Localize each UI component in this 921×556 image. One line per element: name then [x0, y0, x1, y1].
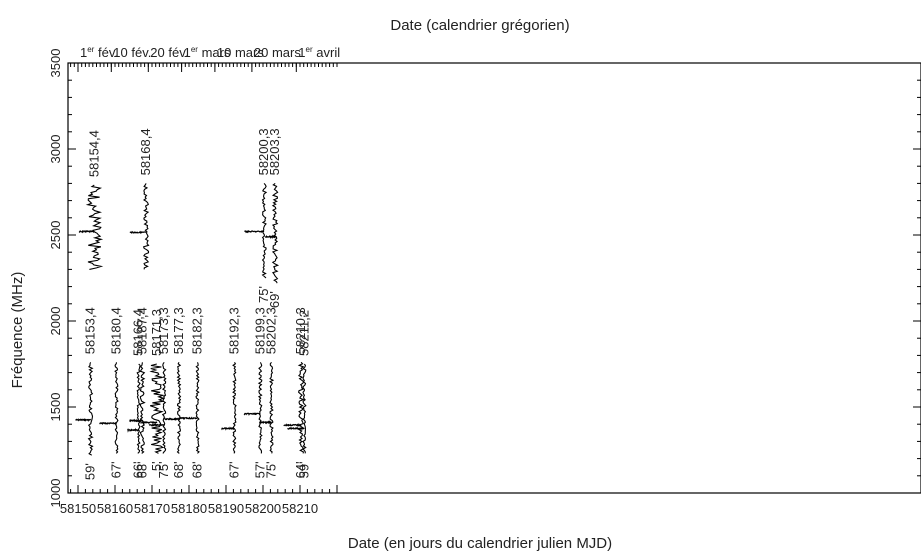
burst-day-label: 58202,3 [264, 307, 279, 354]
top-tick-label: 20 mars [254, 45, 301, 60]
burst-duration-label: 68' [190, 461, 205, 478]
burst-trace [161, 361, 167, 454]
y-tick-label: 2000 [48, 307, 63, 336]
burst-tail [99, 421, 117, 425]
burst-day-label: 58171,3 [149, 309, 164, 356]
burst-duration-label: 59' [296, 461, 311, 478]
burst-trace [232, 362, 237, 454]
top-tick-label: 1er mars [184, 45, 231, 60]
burst-tail [78, 229, 95, 234]
burst-tail [129, 418, 143, 423]
burst-trace [261, 183, 268, 279]
burst-day-label: 58203,3 [267, 128, 282, 175]
burst-labels: 58153,4 59' 58154,4 58180,4 67' 58166,4 66' 581… [83, 128, 312, 480]
y-axis-label: Fréquence (MHz) [9, 272, 26, 389]
burst-day-label: 58154,4 [86, 130, 101, 177]
x-tick-label: 58170 [134, 501, 170, 516]
burst-tail [75, 418, 92, 422]
burst-tail [244, 229, 265, 234]
burst-trace [136, 363, 141, 454]
burst-day-label: 58180,4 [108, 307, 123, 354]
burst-day-label: 58210,3 [293, 307, 308, 354]
burst-trace [142, 183, 150, 270]
y-tick-label: 2500 [48, 221, 63, 250]
top-tick-label: 1er fév. [80, 45, 118, 60]
burst-trace [176, 362, 182, 454]
y-tick-label: 1000 [48, 479, 63, 508]
y-tick-label: 3000 [48, 135, 63, 164]
burst-tail [264, 234, 276, 240]
burst-trace [271, 182, 280, 284]
y-tick-label: 1500 [48, 393, 63, 422]
burst-trace [87, 362, 94, 456]
burst-day-label: 58211,2 [296, 310, 311, 356]
burst-trace [85, 184, 104, 270]
top-tick-label: 10 mars [217, 45, 264, 60]
burst-tail [164, 417, 180, 421]
burst-day-label: 58168,4 [138, 128, 153, 175]
burst-trace [302, 363, 307, 454]
top-tick-label: 10 fév. [113, 45, 151, 60]
x-tick-label: 58190 [208, 501, 244, 516]
burst-duration-label: 69' [267, 291, 282, 308]
burst-tail [129, 230, 147, 234]
x-tick-label: 58200 [245, 501, 281, 516]
burst-duration-label: 75' [156, 461, 171, 478]
burst-trace [114, 362, 119, 454]
burst-duration-label: 68' [171, 461, 186, 478]
axis-ticks: 58150 58160 58170 58180 58190 58200 58210 1000 1… [48, 45, 921, 516]
burst-trace [297, 361, 305, 454]
burst-day-label: 58192,3 [227, 307, 242, 354]
burst-duration-label: 67' [108, 461, 123, 478]
burst-trace [269, 361, 275, 454]
burst-tail [287, 426, 305, 431]
burst-day-label: 58182,3 [190, 307, 205, 354]
burst-duration-label: 75' [264, 461, 279, 478]
burst-tail [221, 426, 235, 431]
burst-tail [127, 427, 140, 433]
y-tick-label: 3500 [48, 49, 63, 78]
burst-tail [283, 422, 302, 427]
burst-tail [243, 412, 261, 416]
burst-trace [149, 363, 166, 454]
x-tick-label: 58160 [97, 501, 133, 516]
burst-duration-label: 75' [256, 286, 271, 303]
x-axis-label: Date (en jours du calendrier julien MJD) [348, 535, 612, 552]
burst-day-label: 58177,3 [171, 307, 186, 354]
burst-trace [195, 362, 200, 454]
plot-frame [67, 62, 921, 494]
burst-day-label: 58187,4 [134, 307, 149, 354]
top-tick-label: 20 fév. [150, 45, 188, 60]
chart-title: Date (calendrier grégorien) [390, 17, 569, 34]
x-tick-label: 58180 [171, 501, 207, 516]
burst-duration-label: 59' [83, 463, 98, 480]
burst-day-label: 58200,3 [256, 128, 271, 175]
x-tick-label: 58150 [60, 501, 96, 516]
burst-series [75, 182, 307, 456]
burst-tail [178, 416, 198, 420]
burst-day-label: 58173,3 [156, 307, 171, 354]
burst-duration-label: 66' [131, 461, 146, 478]
burst-trace [257, 362, 263, 454]
burst-duration-label: 68' [134, 461, 149, 478]
burst-tail [259, 420, 272, 425]
burst-duration-label: 67' [227, 461, 242, 478]
burst-duration-label: 64' [293, 461, 308, 478]
burst-day-label: 58153,4 [83, 307, 98, 354]
burst-tail [148, 422, 165, 427]
burst-day-label: 58199,3 [252, 307, 267, 354]
burst-tail [140, 420, 158, 425]
burst-day-label: 58166,4 [131, 309, 146, 356]
burst-trace [139, 362, 146, 454]
top-tick-label: 1er avril [298, 45, 340, 60]
x-tick-label: 58210 [282, 501, 318, 516]
burst-duration-label: 57' [252, 461, 267, 478]
burst-duration-label: 5' [149, 461, 164, 471]
